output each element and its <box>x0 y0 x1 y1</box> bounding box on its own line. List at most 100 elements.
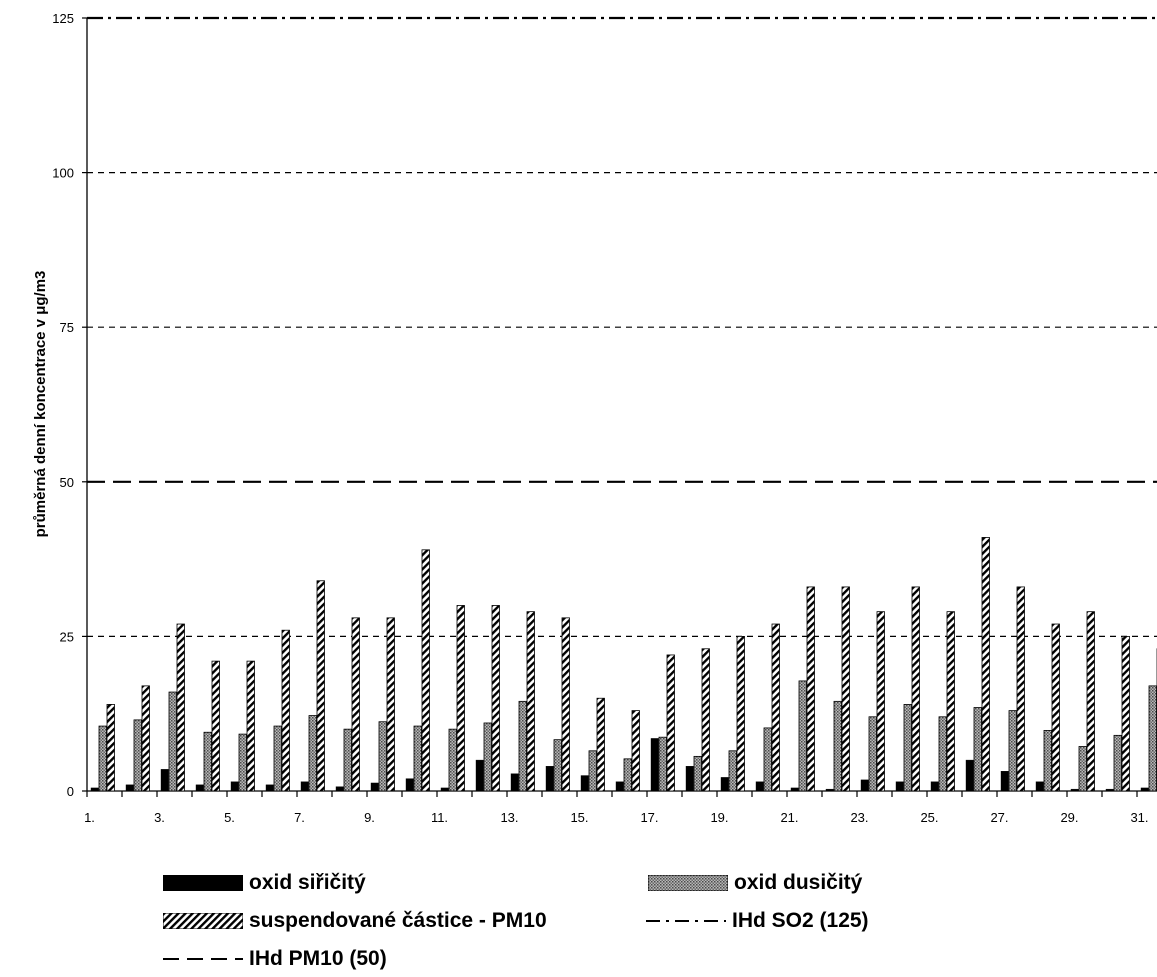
bar-pm10-24 <box>911 586 920 792</box>
x-tick-label-21.: 21. <box>780 810 798 825</box>
bar-so2-28 <box>1035 781 1044 792</box>
bar-no2-5 <box>238 733 247 792</box>
bar-pm10-19 <box>736 636 745 792</box>
bar-pm10-23 <box>876 611 885 792</box>
bar-so2-4 <box>195 784 204 792</box>
bar-so2-25 <box>930 781 939 792</box>
x-tick-label-15.: 15. <box>570 810 588 825</box>
bar-so2-5 <box>230 781 239 792</box>
x-tick-label-27.: 27. <box>990 810 1008 825</box>
bar-no2-27 <box>1008 710 1017 792</box>
bar-no2-29 <box>1078 746 1087 792</box>
bar-pm10-5 <box>246 660 255 792</box>
y-tick-label-25: 25 <box>60 629 74 644</box>
legend-swatch-ihd-so2 <box>646 920 726 922</box>
bar-no2-8 <box>343 728 352 792</box>
bar-pm10-3 <box>176 623 185 792</box>
bar-no2-17 <box>658 736 667 792</box>
bar-no2-22 <box>833 700 842 792</box>
bar-no2-4 <box>203 731 212 792</box>
bar-so2-19 <box>720 777 729 792</box>
bar-so2-10 <box>405 778 414 792</box>
legend-item-ihd-so2: IHd SO2 (125) <box>646 906 869 936</box>
legend-label-so2: oxid siřičitý <box>249 871 366 894</box>
bar-no2-2 <box>133 719 142 792</box>
bar-so2-18 <box>685 766 694 792</box>
bar-pm10-28 <box>1051 623 1060 792</box>
bar-no2-11 <box>448 728 457 792</box>
bar-pm10-1 <box>106 704 115 792</box>
x-tick-label-1.: 1. <box>84 810 95 825</box>
bar-no2-7 <box>308 715 317 792</box>
x-tick-label-17.: 17. <box>640 810 658 825</box>
bar-pm10-9 <box>386 617 395 792</box>
bar-no2-13 <box>518 700 527 792</box>
bar-so2-20 <box>755 781 764 792</box>
x-tick-label-29.: 29. <box>1060 810 1078 825</box>
bar-no2-16 <box>623 758 632 792</box>
legend-item-ihd-pm10: IHd PM10 (50) <box>163 944 387 974</box>
bar-no2-23 <box>868 716 877 792</box>
bar-so2-29 <box>1070 788 1079 792</box>
bar-no2-6 <box>273 725 282 792</box>
legend-item-no2: oxid dusičitý <box>648 868 862 898</box>
bar-pm10-7 <box>316 580 325 792</box>
bar-so2-26 <box>965 759 974 792</box>
legend-label-no2: oxid dusičitý <box>734 871 863 894</box>
bar-pm10-13 <box>526 611 535 792</box>
bar-so2-2 <box>125 784 134 792</box>
bar-pm10-21 <box>806 586 815 792</box>
bar-so2-14 <box>545 766 554 792</box>
bar-no2-3 <box>168 691 177 792</box>
bar-pm10-29 <box>1086 611 1095 792</box>
bar-so2-1 <box>90 787 99 792</box>
chart: 0 25 50 75 100 125 1. 3. 5. 7. 9. 11. 13. 15. 17. 19. 21… <box>32 11 1157 825</box>
bar-no2-15 <box>588 750 597 792</box>
bar-pm10-6 <box>281 629 290 792</box>
bar-so2-15 <box>580 775 589 792</box>
bar-pm10-27 <box>1016 586 1025 792</box>
legend-item-so2: oxid siřičitý <box>163 868 366 898</box>
legend-label-ihd-pm10: IHd PM10 (50) <box>249 947 387 970</box>
x-tick-label-19.: 19. <box>710 810 728 825</box>
y-tick-label-100: 100 <box>52 166 74 181</box>
bar-so2-7 <box>300 781 309 792</box>
legend-swatch-so2 <box>163 875 243 891</box>
legend-swatch-ihd-pm10 <box>163 958 243 960</box>
bar-so2-9 <box>370 782 379 792</box>
bar-so2-22 <box>825 788 834 792</box>
bar-so2-23 <box>860 779 869 792</box>
bar-no2-14 <box>553 739 562 792</box>
bar-no2-12 <box>483 722 492 792</box>
bar-no2-18 <box>693 755 702 792</box>
bar-no2-30 <box>1113 734 1122 792</box>
x-tick-label-23.: 23. <box>850 810 868 825</box>
x-tick-label-3.: 3. <box>154 810 165 825</box>
bar-so2-11 <box>440 787 449 792</box>
bar-pm10-14 <box>561 617 570 792</box>
bar-pm10-4 <box>211 660 220 792</box>
bar-so2-3 <box>160 769 169 792</box>
bar-so2-24 <box>895 781 904 792</box>
bar-no2-31 <box>1148 685 1157 792</box>
x-tick-label-5.: 5. <box>224 810 235 825</box>
bar-so2-30 <box>1105 788 1114 792</box>
legend-label-ihd-so2: IHd SO2 (125) <box>732 909 869 932</box>
bar-no2-24 <box>903 704 912 792</box>
bar-no2-21 <box>798 680 807 792</box>
bar-pm10-22 <box>841 586 850 792</box>
y-tick-label-50: 50 <box>60 475 74 490</box>
bar-so2-8 <box>335 786 344 792</box>
x-tick-label-13.: 13. <box>500 810 518 825</box>
y-tick-label-75: 75 <box>60 320 74 335</box>
legend-item-pm10: suspendované částice - PM10 <box>163 906 547 936</box>
x-tick-label-7.: 7. <box>294 810 305 825</box>
legend-swatch-no2 <box>648 875 728 891</box>
bar-so2-13 <box>510 773 519 792</box>
bar-pm10-10 <box>421 549 430 792</box>
bar-pm10-12 <box>491 605 500 792</box>
bar-no2-19 <box>728 750 737 792</box>
bar-no2-20 <box>763 727 772 792</box>
bar-pm10-30 <box>1121 636 1130 792</box>
bar-so2-27 <box>1000 771 1009 792</box>
